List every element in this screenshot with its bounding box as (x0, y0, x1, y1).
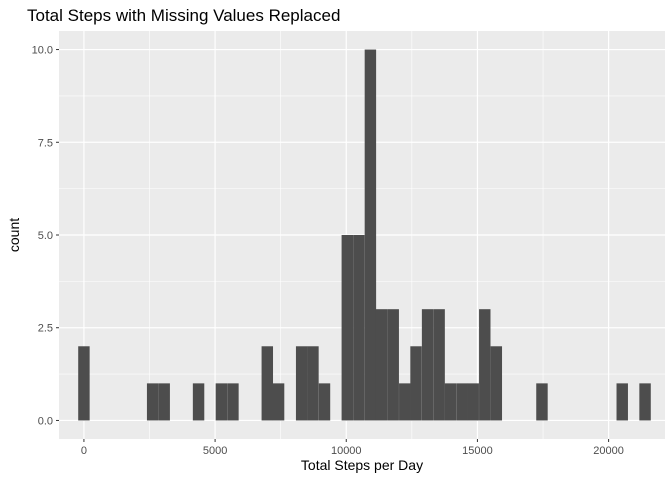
y-axis-ticks: 0.0 2.5 5.0 7.5 10.0 (32, 45, 59, 427)
histogram-bar (272, 383, 285, 421)
histogram-bar (616, 383, 628, 421)
histogram-bar (146, 383, 159, 421)
chart-title: Total Steps with Missing Values Replaced (27, 6, 340, 25)
histogram-bar (444, 383, 457, 421)
x-tick-label: 15000 (462, 445, 493, 457)
histogram-bar (227, 383, 239, 421)
y-tick-label: 2.5 (38, 323, 53, 335)
histogram-bar (410, 346, 422, 421)
y-axis-title: count (6, 218, 22, 252)
y-tick-label: 0.0 (38, 415, 53, 427)
histogram-bar (318, 383, 331, 421)
histogram-bar (192, 383, 205, 421)
histogram-bar (215, 383, 228, 421)
histogram-bar (78, 346, 90, 421)
y-tick-label: 10.0 (32, 45, 53, 57)
histogram-bar (479, 309, 491, 421)
histogram-bar (341, 235, 354, 421)
x-tick-label: 20000 (593, 445, 624, 457)
histogram-bar (421, 309, 434, 421)
histogram-bar (353, 235, 365, 421)
histogram-bar (295, 346, 308, 421)
x-tick-label: 0 (81, 445, 87, 457)
x-axis-title: Total Steps per Day (301, 457, 423, 473)
y-tick-label: 5.0 (38, 230, 53, 242)
histogram-bar (399, 383, 411, 421)
histogram-bar (467, 383, 479, 421)
y-tick-label: 7.5 (38, 137, 53, 149)
histogram-bar (433, 309, 445, 421)
histogram-bar (364, 49, 377, 421)
histogram-bar (639, 383, 651, 421)
x-axis-ticks: 0 5000 10000 15000 20000 (81, 439, 624, 457)
histogram-bar (158, 383, 170, 421)
histogram-bar (536, 383, 548, 421)
x-tick-label: 5000 (203, 445, 227, 457)
histogram-bar (456, 383, 468, 421)
x-tick-label: 10000 (331, 445, 362, 457)
histogram-bar (261, 346, 274, 421)
histogram-bar (375, 309, 388, 421)
histogram-bar (387, 309, 399, 421)
histogram-bar (490, 346, 503, 421)
histogram-bar (307, 346, 319, 421)
histogram-bars (78, 49, 651, 421)
